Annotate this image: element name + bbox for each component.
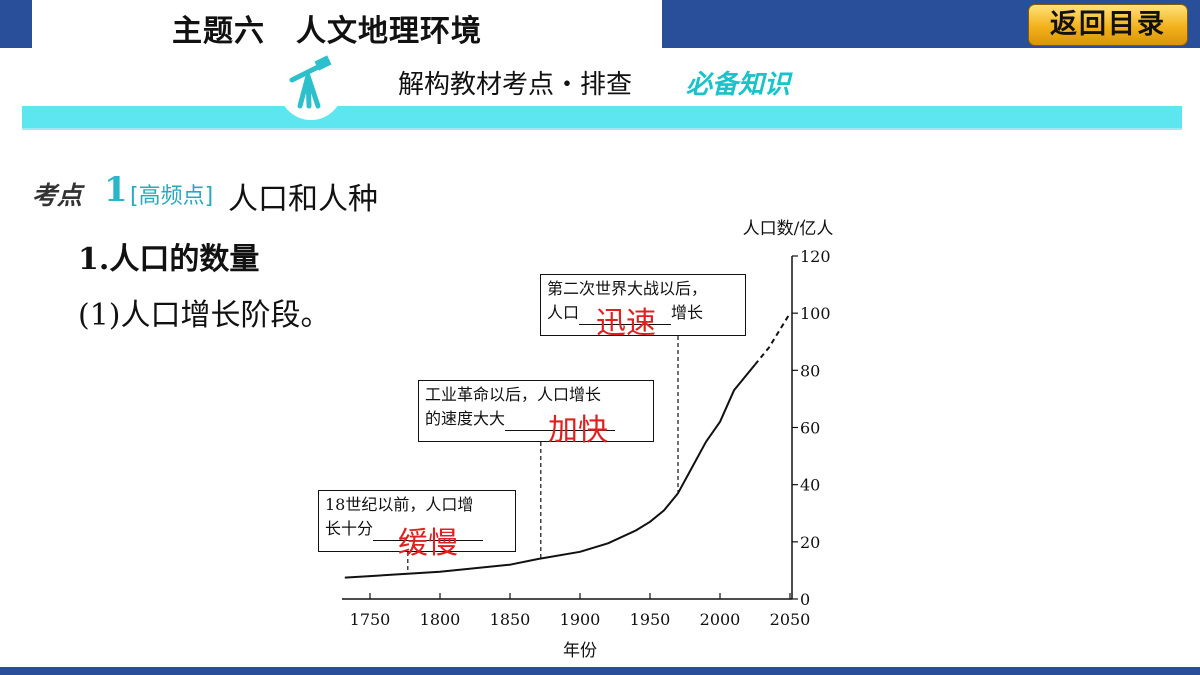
section-subtitle-accent: 必备知识	[686, 70, 791, 100]
annotation-text: 工业革命以后，人口增长	[425, 385, 602, 404]
annotation-box-pre-industrial: 18世纪以前，人口增 长十分	[318, 490, 516, 552]
y-tick-label: 120	[800, 247, 831, 266]
frequency-tag: [高频点]	[130, 184, 214, 209]
section-subtitle: 解构教材考点・排查	[398, 70, 633, 100]
population-line	[344, 363, 756, 579]
subheading-1: 1.人口的数量	[78, 242, 260, 277]
subheading-2: (1)人口增长阶段。	[78, 298, 331, 333]
x-tick-label: 1750	[350, 610, 391, 629]
x-axis-label: 年份	[563, 641, 597, 661]
section-bar-line	[22, 128, 1182, 130]
bottom-banner	[0, 667, 1200, 675]
y-tick-label: 60	[800, 419, 820, 438]
x-tick-label: 1950	[630, 610, 671, 629]
x-tick-label: 2000	[700, 610, 741, 629]
x-tick-label: 1850	[490, 610, 531, 629]
annotation-text: 人口	[547, 303, 580, 322]
title-box	[32, 0, 662, 48]
y-tick-label: 0	[800, 590, 810, 609]
x-tick-label: 1800	[420, 610, 461, 629]
back-to-contents-button[interactable]: 返回目录	[1028, 4, 1188, 46]
telescope-icon	[279, 55, 343, 120]
x-tick-label: 2050	[770, 610, 811, 629]
annotation-text: 增长	[671, 303, 704, 322]
kaodian-title: 人口和人种	[228, 182, 378, 217]
y-tick-label: 100	[800, 304, 831, 323]
answer-text: 缓慢	[398, 526, 458, 561]
projection-line	[754, 312, 791, 366]
y-axis-label: 人口数/亿人	[743, 219, 834, 239]
annotation-text: 第二次世界大战以后，	[547, 279, 708, 298]
answer-text: 加快	[548, 413, 608, 448]
annotation-box-industrial: 工业革命以后，人口增长 的速度大大	[418, 380, 654, 442]
y-tick-label: 20	[800, 533, 820, 552]
y-tick-label: 80	[800, 361, 820, 380]
annotation-text: 的速度大大	[425, 409, 506, 428]
answer-text: 迅速	[596, 306, 656, 341]
annotation-text: 长十分	[325, 519, 374, 538]
kaodian-number: 1	[104, 170, 128, 210]
y-tick-label: 40	[800, 476, 820, 495]
x-tick-label: 1900	[560, 610, 601, 629]
annotation-text: 18世纪以前，人口增	[325, 495, 474, 514]
page-title: 主题六 人文地理环境	[172, 14, 482, 49]
annotation-box-postwar: 第二次世界大战以后， 人口 增长	[540, 274, 746, 336]
kaodian-label: 考点	[32, 181, 83, 210]
